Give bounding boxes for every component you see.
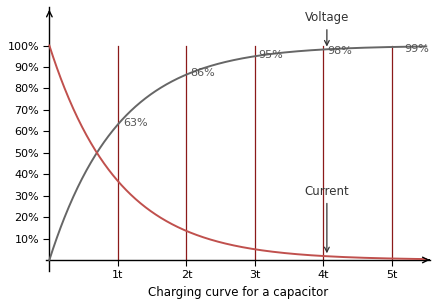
Text: 63%: 63% <box>123 118 148 128</box>
Text: 99%: 99% <box>403 44 428 54</box>
Text: 95%: 95% <box>258 50 283 60</box>
Text: Current: Current <box>304 185 349 252</box>
Text: Voltage: Voltage <box>304 11 348 45</box>
Text: 86%: 86% <box>189 68 214 78</box>
X-axis label: Charging curve for a capacitor: Charging curve for a capacitor <box>147 286 327 299</box>
Text: 98%: 98% <box>326 46 351 56</box>
